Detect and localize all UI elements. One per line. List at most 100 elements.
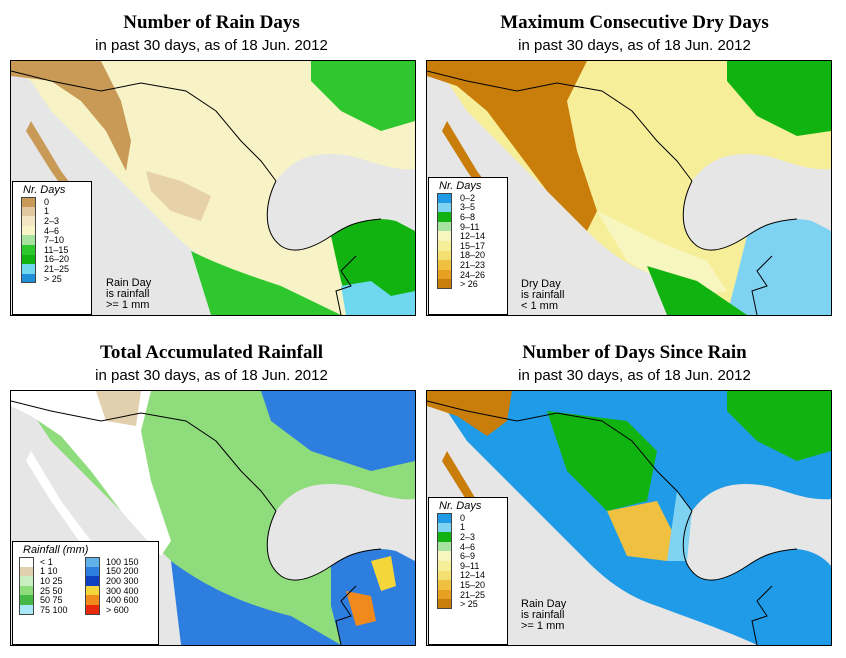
note-line: >= 1 mm bbox=[521, 620, 565, 632]
legend-swatch bbox=[85, 566, 100, 577]
map-canvas bbox=[427, 391, 831, 645]
legend-swatch bbox=[437, 532, 452, 542]
note-line: < 1 mm bbox=[521, 300, 558, 312]
legend-item: < 1 bbox=[19, 557, 85, 567]
legend-swatch bbox=[437, 560, 452, 571]
legend-item: 1 bbox=[429, 522, 507, 533]
legend-item: 11–15 bbox=[13, 245, 91, 255]
legend-item: 0 bbox=[429, 513, 507, 523]
land bbox=[427, 391, 831, 645]
legend-item: 2–3 bbox=[429, 532, 507, 542]
legend-item: 100 150 bbox=[85, 557, 151, 567]
legend-item: 21–23 bbox=[429, 260, 507, 270]
definition-note: Rain Day is rainfall >= 1 mm bbox=[106, 278, 151, 311]
map-canvas bbox=[11, 391, 415, 645]
legend-swatch bbox=[437, 193, 452, 203]
legend: Nr. Days 0–2 3–5 6–8 9–11 12–14 15–17 18–20 21–… bbox=[428, 177, 508, 315]
legend-swatch bbox=[437, 202, 452, 213]
legend-item: > 25 bbox=[13, 274, 91, 284]
legend-item: 200 300 bbox=[85, 576, 151, 586]
legend-item: 25 50 bbox=[19, 586, 85, 596]
legend-swatch bbox=[437, 260, 452, 270]
legend-swatch bbox=[21, 273, 36, 284]
legend-swatch bbox=[437, 570, 452, 581]
legend-item: 2–3 bbox=[13, 216, 91, 226]
legend-label: 16–20 bbox=[44, 254, 70, 265]
map-max-dry-days: Nr. Days 0–2 3–5 6–8 9–11 12–14 15–17 18–20 21–… bbox=[426, 60, 832, 316]
legend-swatch bbox=[19, 576, 34, 586]
panel-subtitle: in past 30 days, as of 18 Jun. 2012 bbox=[95, 367, 328, 384]
legend-label: 21–23 bbox=[460, 259, 486, 270]
legend-title: Nr. Days bbox=[439, 500, 482, 512]
legend-label: 1 bbox=[44, 206, 50, 217]
legend-label: 50 75 bbox=[40, 595, 63, 606]
definition-note: Dry Day is rainfall < 1 mm bbox=[521, 279, 564, 312]
legend-swatch bbox=[19, 566, 34, 577]
legend-swatch bbox=[19, 557, 34, 567]
panel-subtitle: in past 30 days, as of 18 Jun. 2012 bbox=[518, 367, 751, 384]
legend-label: 11–15 bbox=[44, 244, 69, 255]
legend-label: > 26 bbox=[460, 279, 478, 290]
legend-swatch bbox=[21, 244, 36, 255]
map-canvas bbox=[427, 61, 831, 315]
panel-subtitle: in past 30 days, as of 18 Jun. 2012 bbox=[518, 37, 751, 54]
legend-title: Rainfall (mm) bbox=[23, 544, 89, 556]
legend-item: > 26 bbox=[429, 279, 507, 289]
legend-swatch bbox=[85, 557, 100, 567]
panel-subtitle: in past 30 days, as of 18 Jun. 2012 bbox=[95, 37, 328, 54]
legend-label: 4–6 bbox=[44, 225, 60, 236]
legend-item: 15–17 bbox=[429, 241, 507, 251]
legend-label: 3–5 bbox=[460, 202, 476, 213]
legend-swatch bbox=[21, 235, 36, 245]
legend-label: 7–10 bbox=[44, 235, 65, 246]
legend-label: 21–25 bbox=[460, 589, 486, 600]
legend-swatch bbox=[437, 551, 452, 561]
legend-swatch bbox=[21, 264, 36, 274]
panel-title: Number of Rain Days bbox=[123, 12, 300, 33]
legend-label: > 25 bbox=[44, 273, 62, 284]
legend-item: 21–25 bbox=[13, 264, 91, 274]
legend-swatch bbox=[437, 580, 452, 590]
legend-swatch bbox=[21, 206, 36, 217]
legend-label: 10 25 bbox=[40, 575, 63, 586]
legend-title: Nr. Days bbox=[23, 184, 66, 196]
legend-item: 400 600 bbox=[85, 595, 151, 605]
legend-item: 9–11 bbox=[429, 561, 507, 571]
note-line: Dry Day bbox=[521, 278, 561, 290]
legend-label: 400 600 bbox=[106, 595, 139, 606]
legend-label: > 600 bbox=[106, 604, 129, 615]
legend: Nr. Days 0 1 2–3 4–6 7–10 11–15 16–20 21–25 > 25 bbox=[12, 181, 92, 315]
legend-item: 4–6 bbox=[13, 226, 91, 236]
legend-title: Nr. Days bbox=[439, 180, 482, 192]
legend-item: 150 200 bbox=[85, 566, 151, 577]
legend-item: 1 10 bbox=[19, 566, 85, 577]
panel-title: Number of Days Since Rain bbox=[522, 342, 747, 363]
legend-swatch bbox=[437, 221, 452, 232]
legend-item: 3–5 bbox=[429, 202, 507, 213]
legend-item: > 25 bbox=[429, 599, 507, 609]
legend-swatch bbox=[437, 599, 452, 609]
legend-label: 100 150 bbox=[106, 556, 139, 567]
legend-label: 75 100 bbox=[40, 604, 68, 615]
legend-label: 0 bbox=[460, 512, 466, 523]
legend-item: 10 25 bbox=[19, 576, 85, 586]
legend-label: 15–20 bbox=[460, 579, 486, 590]
legend-label: 2–3 bbox=[44, 215, 60, 226]
legend-label: 2–3 bbox=[460, 531, 476, 542]
legend-item: 18–20 bbox=[429, 250, 507, 261]
note-line: is rainfall bbox=[521, 289, 565, 301]
legend-label: 12–14 bbox=[460, 231, 486, 242]
legend-swatch bbox=[19, 595, 34, 605]
legend-swatch bbox=[21, 216, 36, 226]
legend-swatch bbox=[437, 269, 452, 280]
legend-swatch bbox=[437, 250, 452, 261]
map-days-since-rain: Nr. Days 0 1 2–3 4–6 6–9 9–11 12–14 15–20 21–25 >… bbox=[426, 390, 832, 646]
legend-label: 15–17 bbox=[460, 240, 486, 251]
legend-swatch bbox=[437, 589, 452, 600]
legend: Nr. Days 0 1 2–3 4–6 6–9 9–11 12–14 15–20 21–25 >… bbox=[428, 497, 508, 645]
legend-item: 75 100 bbox=[19, 605, 85, 615]
legend-label: 4–6 bbox=[460, 541, 476, 552]
legend-label: 1 bbox=[460, 522, 466, 533]
